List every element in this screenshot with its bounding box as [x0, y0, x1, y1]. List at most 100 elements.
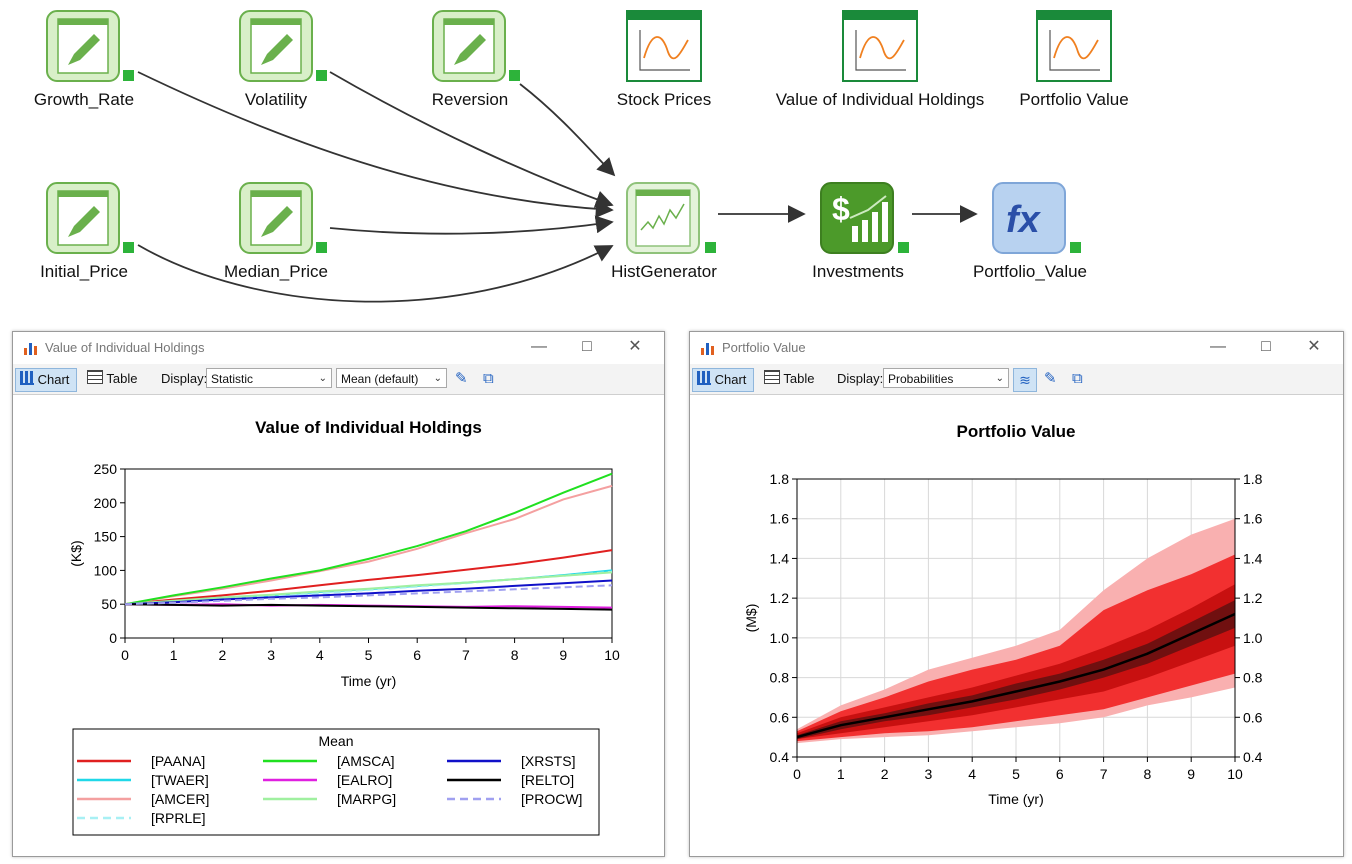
- y-axis-label: (M$): [743, 604, 759, 633]
- chart-button-label: Chart: [714, 372, 747, 387]
- chart-view-button[interactable]: Chart: [15, 368, 77, 392]
- chart-button-label: Chart: [37, 372, 70, 387]
- chevron-down-icon: ⌄: [318, 373, 327, 384]
- display-select[interactable]: Statistic ⌄: [206, 368, 332, 388]
- display-select[interactable]: Probabilities ⌄: [883, 368, 1009, 388]
- chevron-down-icon: ⌄: [433, 373, 442, 384]
- y-tick-label: 200: [94, 495, 118, 511]
- close-button[interactable]: ✕: [628, 338, 642, 355]
- chart-area: Portfolio Value 0.4 0.4 0.6 0.6 0.8 0.8 1.0 1.0 1…: [690, 395, 1343, 856]
- y-tick-label: 50: [101, 596, 117, 612]
- y-tick-label: 1.0: [770, 630, 790, 646]
- table-button-label: Table: [783, 371, 815, 386]
- svg-text:fx: fx: [1006, 199, 1042, 241]
- influence-diagram: Growth_Rate Volatility Reversion Stock P…: [0, 0, 1352, 320]
- x-tick-label: 8: [1144, 766, 1152, 782]
- x-tick-label: 5: [365, 647, 373, 663]
- x-axis-label: Time (yr): [341, 673, 396, 689]
- graph-settings-icon[interactable]: ✎: [455, 370, 468, 387]
- table-icon: [87, 370, 103, 384]
- x-tick-label: 3: [267, 647, 275, 663]
- x-tick-label: 1: [170, 647, 178, 663]
- display-label: Display:: [161, 371, 208, 386]
- pencil-icon: [239, 10, 327, 82]
- x-axis-label: Time (yr): [988, 791, 1043, 807]
- pencil-icon: [239, 182, 327, 254]
- node-median-price[interactable]: [239, 182, 327, 254]
- node-label-portfolio-value: Portfolio_Value: [972, 262, 1088, 281]
- table-view-button[interactable]: Table: [762, 368, 824, 390]
- export-icon[interactable]: ⧉: [1072, 370, 1083, 387]
- maximize-button[interactable]: □: [1261, 338, 1271, 355]
- legend-label: [AMCER]: [151, 791, 209, 807]
- close-button[interactable]: ✕: [1307, 338, 1321, 355]
- node-portfolio-value[interactable]: fx: [992, 182, 1081, 254]
- y-tick-label: 1.2: [770, 590, 790, 606]
- node-label-reversion: Reversion: [431, 90, 509, 109]
- pencil-icon: [46, 182, 134, 254]
- series-line-paana: [124, 549, 613, 606]
- portfolio-chart: Portfolio Value 0.4 0.4 0.6 0.6 0.8 0.8 1.0 1.0 1…: [743, 422, 1263, 807]
- node-label-volatility: Volatility: [244, 90, 308, 109]
- statistic-select[interactable]: Mean (default) ⌄: [336, 368, 447, 388]
- chart-icon: [626, 10, 702, 82]
- node-investments[interactable]: $: [820, 182, 909, 254]
- node-label-histgenerator: HistGenerator: [611, 262, 717, 281]
- legend-box: [72, 728, 600, 836]
- node-reversion[interactable]: [432, 10, 520, 82]
- node-portfolio-value-chart[interactable]: [1036, 10, 1112, 82]
- holdings-chart: Value of Individual Holdings050100150200…: [68, 418, 620, 836]
- table-view-button[interactable]: Table: [85, 368, 147, 390]
- chart-icon: [842, 10, 918, 82]
- node-initial-price[interactable]: [46, 182, 134, 254]
- chevron-down-icon: ⌄: [995, 373, 1004, 384]
- graph-settings-icon[interactable]: ✎: [1044, 370, 1057, 387]
- x-tick-label: 0: [121, 647, 129, 663]
- y-tick-label: 0.8: [770, 670, 790, 686]
- pencil-icon: [46, 10, 134, 82]
- series-line-xrsts: [124, 579, 613, 606]
- maximize-button[interactable]: □: [582, 338, 592, 355]
- node-growth-rate[interactable]: [46, 10, 134, 82]
- x-tick-label: 9: [1187, 766, 1195, 782]
- y-tick-label-right: 1.4: [1243, 550, 1263, 566]
- legend-label: [EALRO]: [337, 772, 392, 788]
- display-select-value: Probabilities: [888, 372, 954, 386]
- chart-title: Value of Individual Holdings: [255, 418, 482, 437]
- y-axis-label: (K$): [68, 540, 84, 566]
- arrow-median-to-hist: [329, 215, 614, 235]
- minimize-button[interactable]: —: [531, 338, 547, 355]
- display-label: Display:: [837, 371, 884, 386]
- window-titlebar: Value of Individual Holdings — □ ✕: [13, 332, 664, 364]
- statistic-select-value: Mean (default): [341, 372, 419, 386]
- y-tick-label: 1.4: [770, 550, 790, 566]
- legend-label: [RELTO]: [521, 772, 574, 788]
- node-value-holdings[interactable]: [842, 10, 918, 82]
- window-title: Portfolio Value: [722, 340, 806, 355]
- y-tick-label-right: 1.8: [1243, 471, 1263, 487]
- band-view-icon[interactable]: ≋: [1013, 368, 1037, 392]
- chart-area: Value of Individual Holdings 0 50 100 150 200…: [13, 395, 664, 856]
- y-tick-label-right: 0.8: [1243, 670, 1263, 686]
- series-line-procw: [124, 584, 613, 606]
- node-volatility[interactable]: [239, 10, 327, 82]
- y-tick-label: 0.4: [770, 749, 790, 765]
- arrow-growth-to-hist: [137, 71, 614, 218]
- chart-icon: [1036, 10, 1112, 82]
- export-icon[interactable]: ⧉: [483, 370, 494, 387]
- x-tick-label: 2: [881, 766, 889, 782]
- minimize-button[interactable]: —: [1210, 338, 1226, 355]
- node-stock-prices[interactable]: [626, 10, 702, 82]
- x-tick-label: 2: [219, 647, 227, 663]
- y-tick-label: 100: [94, 562, 118, 578]
- chart-view-button[interactable]: Chart: [692, 368, 754, 392]
- node-histgenerator[interactable]: [626, 182, 716, 254]
- dollar-chart-icon: $: [820, 182, 909, 254]
- plot-frame: [796, 478, 1236, 758]
- series-line-relto: [124, 603, 613, 611]
- diagram-arrows: [137, 71, 978, 303]
- window-toolbar: Chart Table Display: Probabilities ⌄ ≋ ✎…: [690, 364, 1343, 395]
- node-label-stock-prices: Stock Prices: [616, 90, 712, 109]
- node-label-portfolio-value-chart: Portfolio Value: [1019, 90, 1129, 109]
- node-label-initial-price: Initial_Price: [40, 262, 128, 281]
